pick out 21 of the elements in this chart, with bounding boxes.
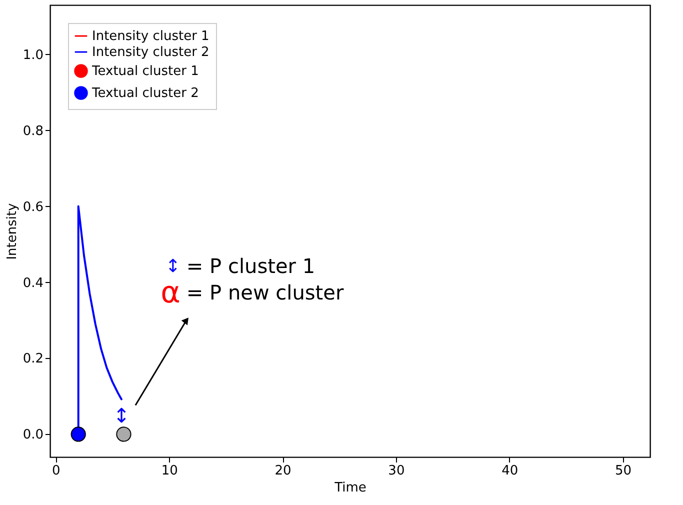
y-tick-label: 1.0 [22,48,44,63]
y-tick-label: 0.0 [22,428,44,443]
x-tick-label: 20 [274,464,292,478]
legend-label: Textual cluster 2 [91,86,199,101]
x-axis-title: Time [334,480,366,496]
legend-label: Intensity cluster 1 [92,29,210,44]
legend-label: Textual cluster 1 [91,64,199,79]
x-tick-label: 40 [502,464,518,478]
x-tick-label: 30 [388,464,405,478]
annotation: α = P new cluster [160,276,344,311]
y-tick-label: 0.4 [22,276,44,291]
y-tick-label: 0.6 [22,200,44,215]
y-tick-label: 0.2 [22,352,44,367]
annotation: ↕ = P cluster 1 [165,254,316,278]
y-axis-title: Intensity [4,202,20,260]
legend-label: Intensity cluster 2 [92,45,210,60]
y-tick-label: 0.8 [22,124,44,139]
x-tick-label: 0 [52,464,60,478]
x-tick-label: 10 [161,464,178,478]
annotation: ↕ [113,404,130,428]
x-tick-label: 50 [615,464,632,478]
